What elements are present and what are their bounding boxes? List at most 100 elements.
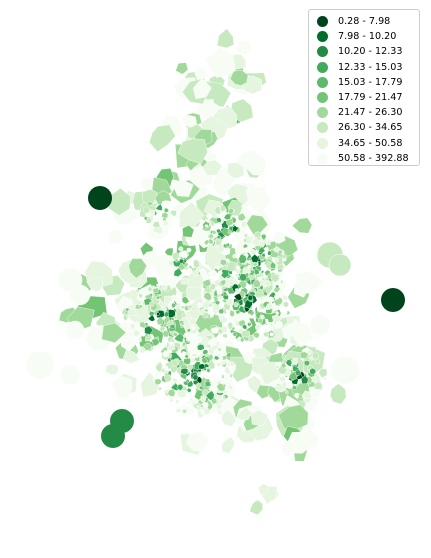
map-region (174, 275, 180, 283)
map-region (138, 293, 143, 298)
map-region (168, 255, 174, 262)
map-region (264, 279, 272, 288)
map-region (229, 361, 236, 367)
map-region (145, 217, 153, 224)
map-region (227, 162, 245, 179)
map-region (220, 269, 230, 279)
map-region (202, 349, 209, 355)
map-region (108, 229, 124, 245)
map-region (216, 287, 223, 295)
legend-item: 50.58 - 392.88 (317, 151, 413, 166)
map-region (157, 342, 165, 351)
map-region (286, 381, 294, 390)
map-region (183, 358, 191, 365)
map-region (194, 66, 208, 80)
map-region (216, 403, 223, 410)
map-region (69, 284, 91, 306)
map-region (222, 333, 228, 339)
map-region (180, 305, 185, 310)
map-region (194, 389, 203, 400)
map-region (262, 331, 269, 338)
outlier-markers (88, 186, 405, 448)
map-region (186, 387, 192, 393)
map-region (180, 368, 189, 375)
map-region (143, 215, 148, 221)
legend-swatch (317, 137, 328, 149)
legend-label: 21.47 - 26.30 (338, 107, 403, 119)
map-region (231, 326, 236, 332)
map-region (243, 238, 248, 243)
map-region (283, 301, 290, 308)
map-region (216, 228, 222, 234)
map-region (156, 312, 161, 316)
map-region (232, 253, 237, 259)
legend-label: 12.33 - 15.03 (338, 61, 403, 73)
map-region (225, 380, 232, 389)
map-region (203, 407, 211, 415)
map-region (200, 408, 206, 416)
map-region (200, 395, 207, 403)
map-region (181, 114, 198, 128)
map-region (265, 303, 273, 311)
map-region (159, 325, 166, 333)
map-region (155, 364, 162, 373)
legend-item: 7.98 - 10.20 (317, 29, 413, 44)
map-region (204, 380, 212, 388)
map-region (59, 364, 81, 386)
map-region (275, 365, 279, 369)
map-region (207, 271, 213, 277)
map-region (176, 309, 186, 321)
map-region (151, 338, 160, 347)
map-region (163, 365, 169, 371)
map-region (207, 337, 218, 347)
map-region (205, 390, 215, 401)
map-region (222, 372, 230, 381)
map-region (220, 279, 227, 286)
map-region (160, 260, 165, 266)
map-region (182, 225, 195, 238)
legend-swatch (317, 46, 328, 58)
map-region (147, 286, 153, 292)
map-region (219, 349, 228, 357)
map-region (229, 365, 236, 371)
map-region (217, 328, 224, 335)
map-region (263, 246, 269, 251)
map-region (163, 372, 172, 383)
map-region (300, 375, 309, 385)
map-region (236, 40, 253, 56)
map-region (221, 436, 236, 454)
map-region (226, 352, 232, 358)
map-region (330, 355, 360, 385)
map-region (259, 314, 265, 320)
map-region (196, 404, 202, 412)
map-region (159, 221, 165, 227)
map-region (202, 159, 223, 176)
map-region (198, 363, 206, 370)
map-region (278, 376, 286, 383)
map-region (186, 328, 191, 333)
map-region (235, 242, 240, 247)
map-region (146, 201, 153, 206)
legend-item: 15.03 - 17.79 (317, 75, 413, 90)
map-region (199, 385, 204, 390)
map-region (245, 185, 272, 215)
map-region (238, 327, 245, 334)
map-region (155, 283, 160, 288)
map-region (203, 239, 210, 246)
map-region (216, 235, 221, 240)
map-region (201, 312, 209, 319)
map-region (309, 367, 317, 375)
map-region (247, 309, 253, 315)
map-region (246, 214, 269, 239)
map-region (252, 279, 261, 288)
map-region (254, 324, 261, 330)
legend-swatch (317, 76, 328, 88)
map-region (192, 374, 199, 381)
map-region (222, 395, 226, 400)
map-region (247, 265, 252, 270)
legend-item: 34.65 - 50.58 (317, 136, 413, 151)
map-region (153, 199, 157, 205)
map-region (301, 432, 320, 448)
outlier-region (88, 186, 112, 210)
map-region (173, 332, 185, 343)
